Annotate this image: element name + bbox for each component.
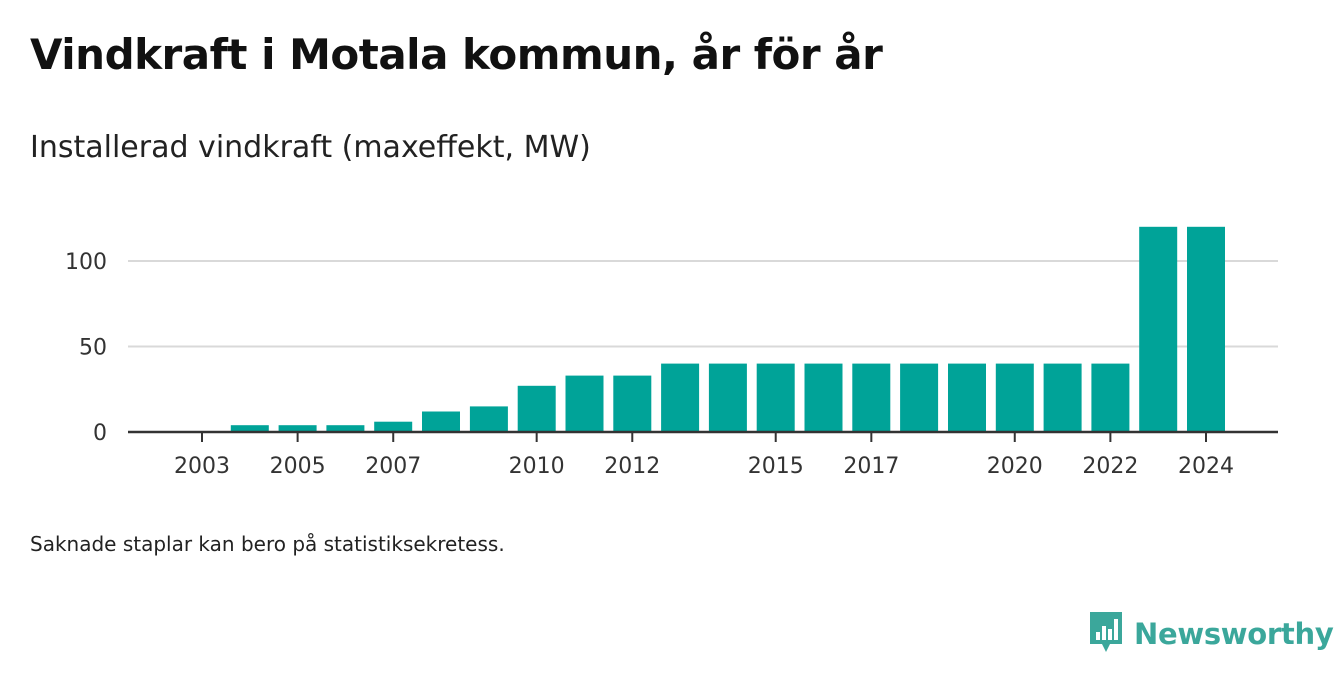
y-tick-label: 100 — [65, 250, 107, 275]
brand-logo[interactable]: Newsworthy — [1088, 610, 1334, 658]
x-tick-label: 2012 — [604, 454, 660, 479]
bar-2013[interactable] — [661, 363, 700, 432]
bar-2007[interactable] — [374, 421, 413, 432]
x-tick-label: 2022 — [1082, 454, 1138, 479]
x-tick-label: 2015 — [748, 454, 804, 479]
bar-2008[interactable] — [422, 411, 460, 433]
bar-2021[interactable] — [1043, 363, 1082, 432]
bar-2016[interactable] — [804, 363, 843, 432]
bar-2010[interactable] — [517, 385, 556, 432]
brand-name: Newsworthy — [1134, 617, 1334, 651]
bar-2022[interactable] — [1091, 363, 1130, 432]
bar-2015[interactable] — [756, 363, 795, 432]
x-tick-label: 2010 — [509, 454, 565, 479]
bar-2019[interactable] — [948, 363, 986, 432]
x-tick-label: 2007 — [365, 454, 421, 479]
footnote: Saknade staplar kan bero på statistiksek… — [30, 532, 505, 556]
bar-2005[interactable] — [278, 425, 317, 432]
bar-2012[interactable] — [613, 375, 652, 432]
chart-subtitle: Installerad vindkraft (maxeffekt, MW) — [30, 130, 591, 165]
chart-title: Vindkraft i Motala kommun, år för år — [30, 30, 883, 79]
bar-2020[interactable] — [995, 363, 1034, 432]
bar-2004[interactable] — [230, 425, 269, 432]
bar-2009[interactable] — [469, 406, 508, 432]
bar-chart: 0 50 100 2003 2005 2007 2010 2012 2015 2017 2020 20… — [65, 226, 1278, 479]
bar-chart-speech-bubble-icon — [1088, 610, 1124, 658]
bar-2014[interactable] — [708, 363, 747, 432]
bar-2006[interactable] — [326, 425, 365, 432]
x-tick-label: 2005 — [270, 454, 326, 479]
bar-2011[interactable] — [565, 375, 604, 432]
y-tick-label: 0 — [93, 421, 107, 446]
x-tick-label: 2017 — [843, 454, 899, 479]
bar-2017[interactable] — [852, 363, 891, 432]
bar-2024[interactable] — [1187, 226, 1225, 432]
bar-2023[interactable] — [1139, 226, 1178, 432]
x-tick-label: 2024 — [1178, 454, 1234, 479]
x-tick-label: 2020 — [987, 454, 1043, 479]
x-tick-label: 2003 — [174, 454, 230, 479]
y-tick-label: 50 — [79, 336, 107, 361]
bar-2018[interactable] — [900, 363, 939, 432]
